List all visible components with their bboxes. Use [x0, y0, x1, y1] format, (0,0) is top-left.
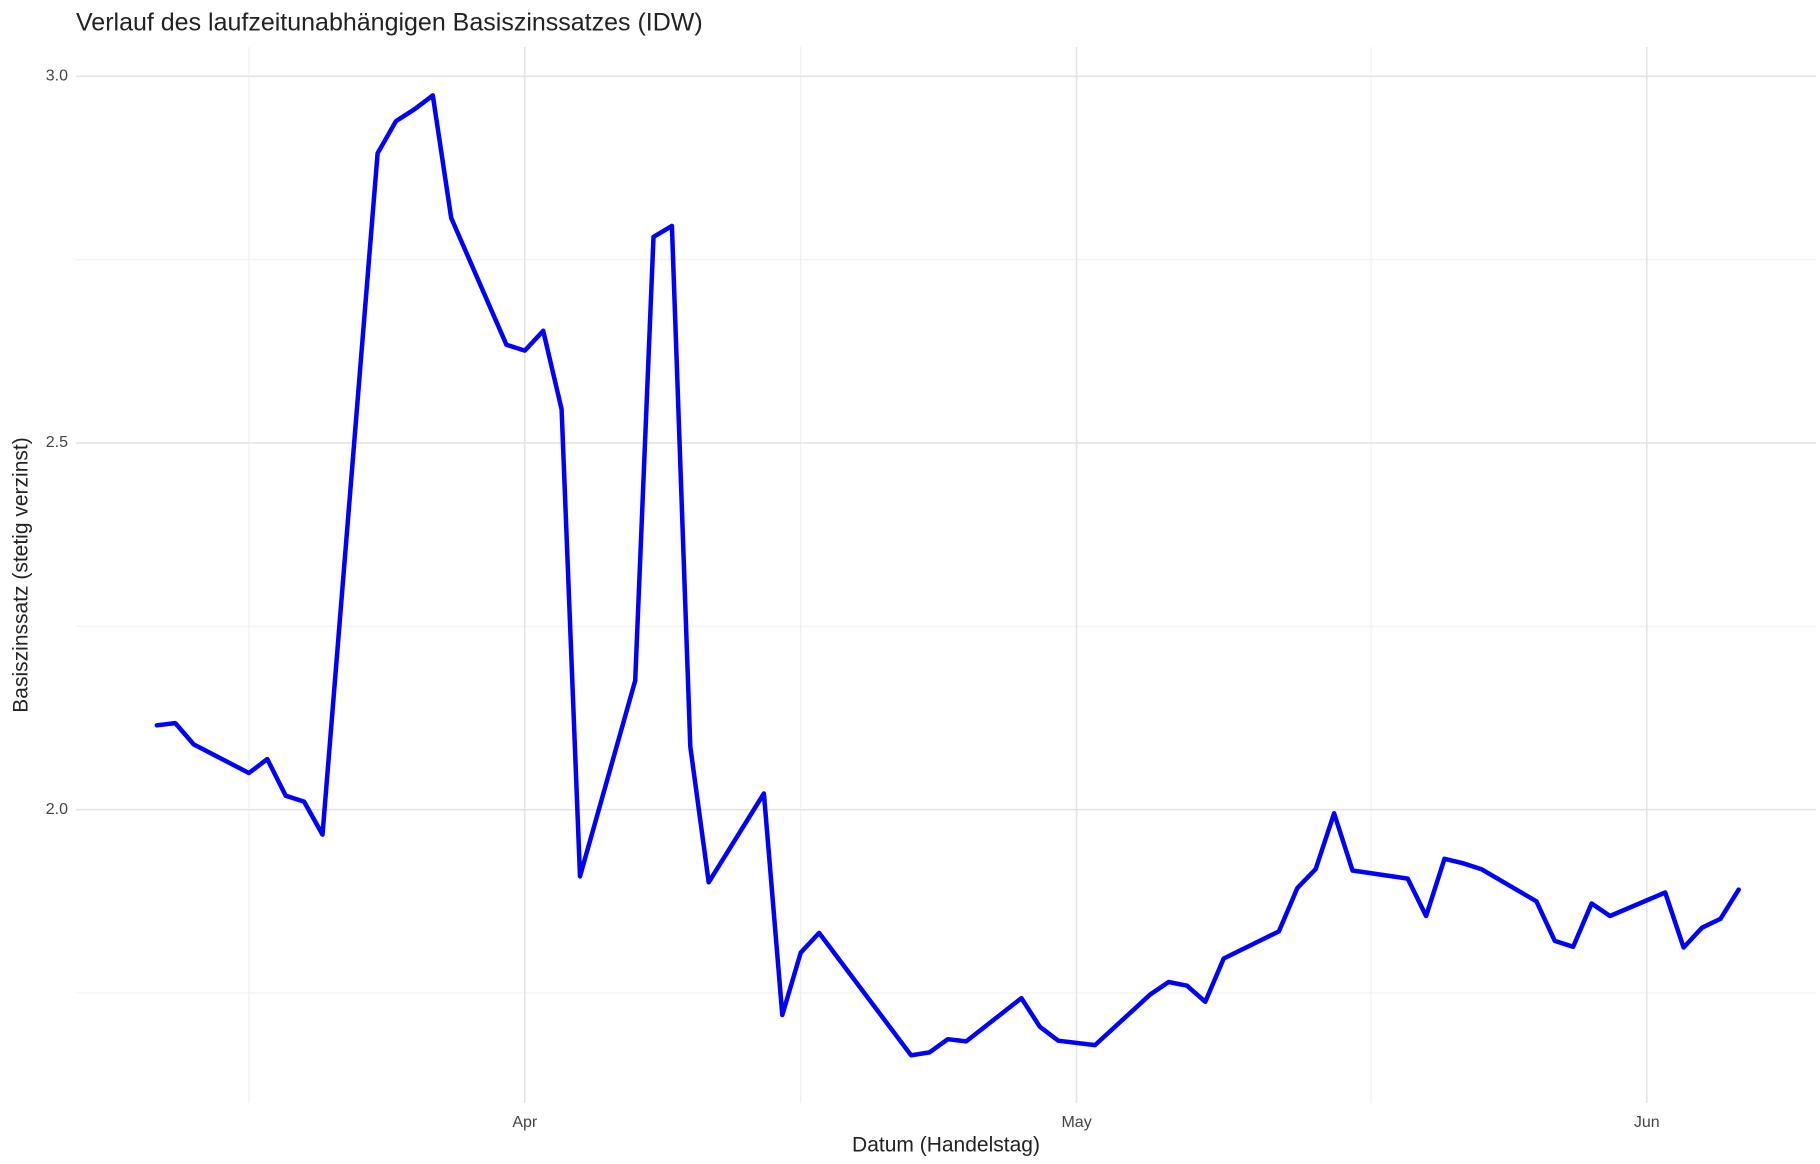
- x-tick-label: May: [1061, 1114, 1091, 1131]
- chart-title: Verlauf des laufzeitunabhängigen Basiszi…: [76, 9, 703, 37]
- x-tick-label: Apr: [512, 1114, 538, 1131]
- x-axis-label: Datum (Handelstag): [852, 1134, 1040, 1157]
- y-tick-label: 3.0: [46, 68, 68, 85]
- y-axis-label: Basiszinssatz (stetig verzinst): [10, 437, 33, 712]
- data-line: [154, 93, 1741, 1058]
- y-tick-label: 2.0: [46, 801, 68, 818]
- x-tick-label: Jun: [1634, 1114, 1660, 1131]
- y-tick-label: 2.5: [46, 434, 68, 451]
